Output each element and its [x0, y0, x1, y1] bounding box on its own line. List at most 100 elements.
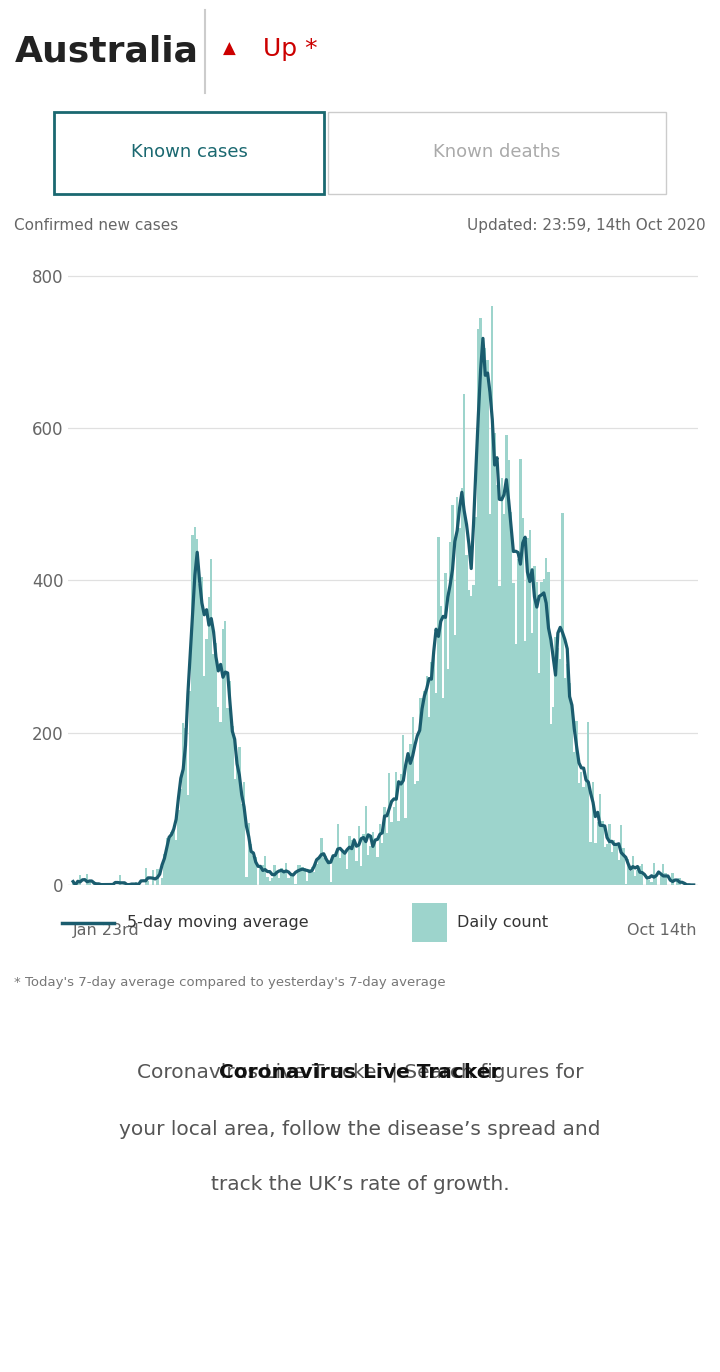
Bar — [360, 866, 362, 885]
Bar — [397, 820, 400, 885]
Bar — [362, 834, 364, 885]
Bar — [559, 660, 562, 885]
Bar — [261, 866, 264, 885]
Text: Confirmed new cases: Confirmed new cases — [14, 218, 179, 232]
Bar — [468, 590, 470, 885]
Bar — [388, 772, 390, 885]
Bar — [405, 818, 407, 885]
Bar — [304, 868, 306, 885]
Bar — [334, 856, 336, 885]
Bar — [433, 648, 435, 885]
Bar — [393, 807, 395, 885]
Bar — [186, 796, 189, 885]
Bar — [444, 572, 446, 885]
Bar — [306, 881, 308, 885]
Bar — [547, 572, 549, 885]
Bar — [526, 538, 528, 885]
Bar — [608, 825, 611, 885]
Bar — [442, 697, 444, 885]
Bar — [156, 870, 158, 885]
Text: Updated: 23:59, 14th Oct 2020: Updated: 23:59, 14th Oct 2020 — [467, 218, 706, 232]
Bar — [379, 823, 381, 885]
Bar — [229, 681, 231, 885]
Bar — [521, 519, 524, 885]
Bar — [421, 698, 423, 885]
Bar — [308, 868, 311, 885]
Bar — [503, 514, 505, 885]
Bar — [594, 844, 597, 885]
Bar — [236, 763, 238, 885]
Bar — [580, 772, 582, 885]
Bar — [606, 844, 608, 885]
Bar — [536, 582, 538, 885]
Bar — [418, 698, 421, 885]
Bar — [205, 639, 208, 885]
Bar — [377, 858, 379, 885]
Bar — [289, 874, 292, 885]
Bar — [252, 856, 255, 885]
Bar — [540, 582, 543, 885]
Bar — [201, 578, 203, 885]
FancyBboxPatch shape — [328, 113, 666, 195]
Bar — [470, 595, 472, 885]
Bar — [498, 586, 500, 885]
Bar — [496, 486, 498, 885]
Text: Coronavirus Live Tracker: Coronavirus Live Tracker — [220, 1063, 500, 1083]
Bar — [524, 641, 526, 885]
Bar — [678, 878, 681, 885]
Bar — [449, 542, 451, 885]
Bar — [297, 866, 299, 885]
Bar — [459, 528, 461, 885]
Bar — [390, 822, 393, 885]
Bar — [463, 394, 465, 885]
Bar — [203, 676, 205, 885]
Bar — [367, 855, 369, 885]
Bar — [500, 477, 503, 885]
Bar — [590, 842, 592, 885]
Bar — [192, 535, 194, 885]
Bar — [355, 862, 358, 885]
Bar — [627, 859, 629, 885]
Bar — [622, 848, 625, 885]
Bar — [285, 863, 287, 885]
Bar — [517, 558, 519, 885]
Bar — [631, 856, 634, 885]
Bar — [292, 874, 294, 885]
Bar — [641, 864, 644, 885]
Bar — [184, 729, 186, 885]
Bar — [346, 868, 348, 885]
Bar — [72, 882, 74, 885]
Bar — [320, 838, 323, 885]
Bar — [79, 874, 81, 885]
Bar — [151, 870, 154, 885]
Bar — [603, 848, 606, 885]
Bar — [145, 868, 147, 885]
Text: Oct 14th: Oct 14th — [626, 923, 696, 938]
Bar — [386, 833, 388, 885]
Bar — [446, 668, 449, 885]
Bar — [280, 868, 283, 885]
Bar — [318, 856, 320, 885]
Bar — [369, 847, 372, 885]
Text: Jan 23rd: Jan 23rd — [73, 923, 140, 938]
Bar — [166, 838, 168, 885]
Bar — [255, 856, 257, 885]
Bar — [170, 833, 173, 885]
Bar — [472, 584, 474, 885]
Bar — [575, 722, 577, 885]
Bar — [231, 726, 233, 885]
Text: Known deaths: Known deaths — [433, 143, 560, 162]
Bar — [395, 771, 397, 885]
Bar — [515, 643, 517, 885]
Bar — [250, 844, 252, 885]
FancyBboxPatch shape — [54, 113, 324, 195]
Bar — [313, 873, 315, 885]
Bar — [487, 359, 489, 885]
Bar — [477, 329, 480, 885]
Bar — [639, 866, 641, 885]
Text: track the UK’s rate of growth.: track the UK’s rate of growth. — [211, 1174, 509, 1194]
Bar — [676, 879, 678, 885]
Bar — [620, 825, 622, 885]
Bar — [199, 584, 201, 885]
Bar — [484, 348, 487, 885]
